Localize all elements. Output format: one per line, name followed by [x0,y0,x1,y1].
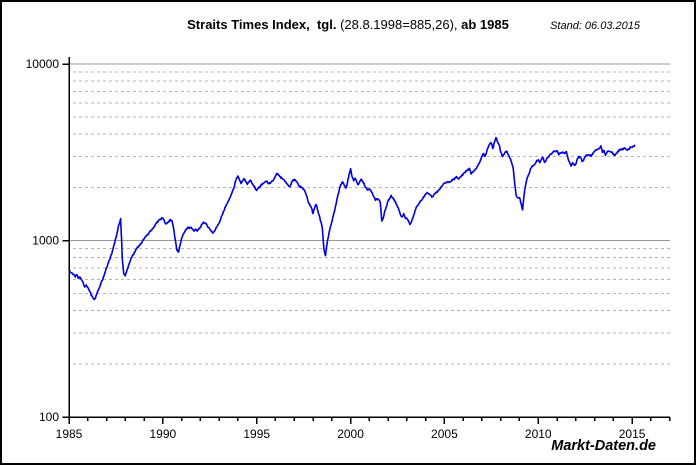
gridlines-major [69,63,670,241]
x-tick-label: 1995 [243,427,270,441]
x-tick-label: 2005 [431,427,458,441]
chart-title: Straits Times Index, tgl. (28.8.1998=885… [2,17,694,32]
y-tick-label: 100 [39,410,59,424]
watermark-markt-daten: Markt-Daten.de [551,438,656,454]
y-tick-labels: 10000 1000 100 [26,57,69,424]
x-tick-label: 2000 [337,427,364,441]
x-tick-labels: 1985 1990 1995 2000 2005 2010 2015 [56,417,671,441]
sti-price-line [68,136,636,301]
x-tick-label: 1990 [149,427,176,441]
title-main: Straits Times Index, tgl. [187,17,341,32]
title-reference: (28.8.1998=885,26), [340,17,462,32]
x-tick-label: 2015 [619,427,646,441]
x-tick-label: 1985 [56,427,83,441]
as-of-date: Stand: 06.03.2015 [550,20,640,32]
x-tick-label: 2010 [525,427,552,441]
y-tick-label: 1000 [32,234,59,248]
title-range: ab 1985 [461,17,509,32]
axes [68,57,670,418]
y-tick-label: 10000 [26,57,60,71]
